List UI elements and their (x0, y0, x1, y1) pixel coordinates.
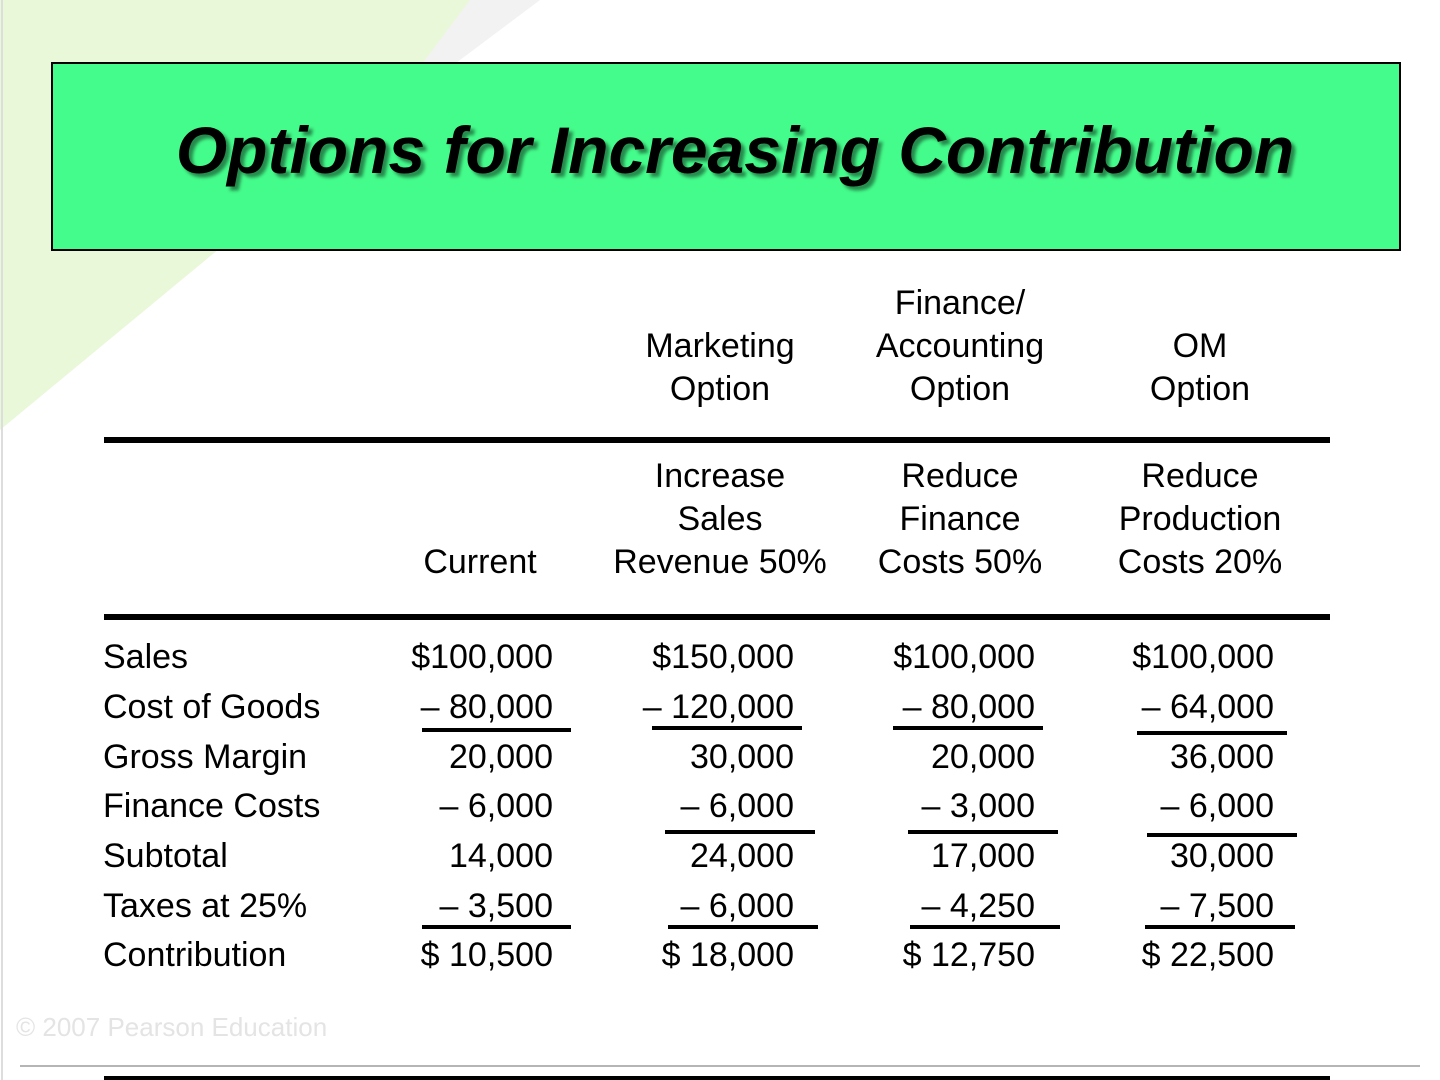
cell-marketing: 24,000 (690, 837, 794, 875)
underline (908, 830, 1058, 834)
cell-current: 20,000 (449, 738, 553, 776)
cell-marketing: – 120,000 (642, 688, 794, 726)
underline (1147, 833, 1297, 837)
page-title: Options for Increasing Contribution (175, 113, 1295, 187)
cell-finance: – 80,000 (902, 688, 1035, 726)
header-om-option: OM Option (1080, 325, 1320, 411)
header-line: Reduce (901, 457, 1019, 495)
header-line: OM (1172, 327, 1228, 365)
row-label: Gross Margin (103, 738, 308, 776)
row-label: Contribution (103, 936, 287, 974)
cell-om: $100,000 (1132, 638, 1274, 676)
title-banner (51, 62, 1401, 251)
row-label: Sales (103, 638, 189, 676)
header-line: Current (423, 543, 537, 581)
cell-current: 14,000 (449, 837, 553, 875)
row-label: Subtotal (103, 837, 228, 875)
cell-marketing: $ 18,000 (661, 936, 794, 974)
header-line: Revenue 50% (613, 543, 827, 581)
header-line: Costs 50% (877, 543, 1043, 581)
header-reduce-finance: Reduce Finance Costs 50% (840, 455, 1080, 584)
cell-marketing: $150,000 (652, 638, 794, 676)
underline (652, 726, 802, 730)
footer-divider (20, 1065, 1420, 1067)
header-line: Accounting (875, 327, 1045, 365)
copyright-notice: © 2007 Pearson Education (16, 1012, 328, 1042)
underline (893, 726, 1043, 730)
cell-marketing: – 6,000 (680, 887, 794, 925)
underline (1137, 731, 1287, 735)
cell-current: $ 10,500 (420, 936, 553, 974)
header-line: Option (909, 370, 1011, 408)
cell-finance: – 4,250 (921, 887, 1035, 925)
cell-marketing: 30,000 (690, 738, 794, 776)
cell-finance: 20,000 (931, 738, 1035, 776)
header-reduce-production: Reduce Production Costs 20% (1080, 455, 1320, 584)
row-label: Taxes at 25% (103, 887, 308, 925)
cell-om: 30,000 (1170, 837, 1274, 875)
cell-om: 36,000 (1170, 738, 1274, 776)
header-current: Current (370, 541, 590, 584)
header-line: Finance (899, 500, 1021, 538)
cell-current: $100,000 (411, 638, 553, 676)
footer-rule (104, 1076, 1330, 1080)
cell-om: – 64,000 (1141, 688, 1274, 726)
cell-current: – 6,000 (439, 787, 553, 825)
header-divider-top (104, 437, 1330, 443)
header-increase-sales: Increase Sales Revenue 50% (590, 455, 850, 584)
cell-finance: $ 12,750 (902, 936, 1035, 974)
underline (665, 830, 815, 834)
header-line: Finance/ (894, 284, 1026, 322)
header-line: Option (1149, 370, 1251, 408)
header-line: Marketing (645, 327, 795, 365)
header-line: Production (1118, 500, 1282, 538)
header-line: Increase (654, 457, 786, 495)
cell-finance: $100,000 (893, 638, 1035, 676)
header-divider-bottom (104, 614, 1330, 620)
cell-om: – 7,500 (1160, 887, 1274, 925)
cell-current: – 80,000 (420, 688, 553, 726)
header-finance-option: Finance/ Accounting Option (840, 282, 1080, 411)
row-label: Cost of Goods (103, 688, 321, 726)
header-line: Costs 20% (1117, 543, 1283, 581)
underline (422, 925, 571, 929)
underline (422, 728, 571, 732)
cell-om: $ 22,500 (1141, 936, 1274, 974)
header-marketing-option: Marketing Option (600, 325, 840, 411)
cell-marketing: – 6,000 (680, 787, 794, 825)
row-label: Finance Costs (103, 787, 321, 825)
cell-finance: 17,000 (931, 837, 1035, 875)
underline (668, 925, 818, 929)
header-line: Reduce (1141, 457, 1259, 495)
header-line: Sales (677, 500, 763, 538)
header-line: Option (669, 370, 771, 408)
underline (910, 925, 1060, 929)
cell-om: – 6,000 (1160, 787, 1274, 825)
cell-finance: – 3,000 (921, 787, 1035, 825)
underline (1145, 925, 1295, 929)
cell-current: – 3,500 (439, 887, 553, 925)
